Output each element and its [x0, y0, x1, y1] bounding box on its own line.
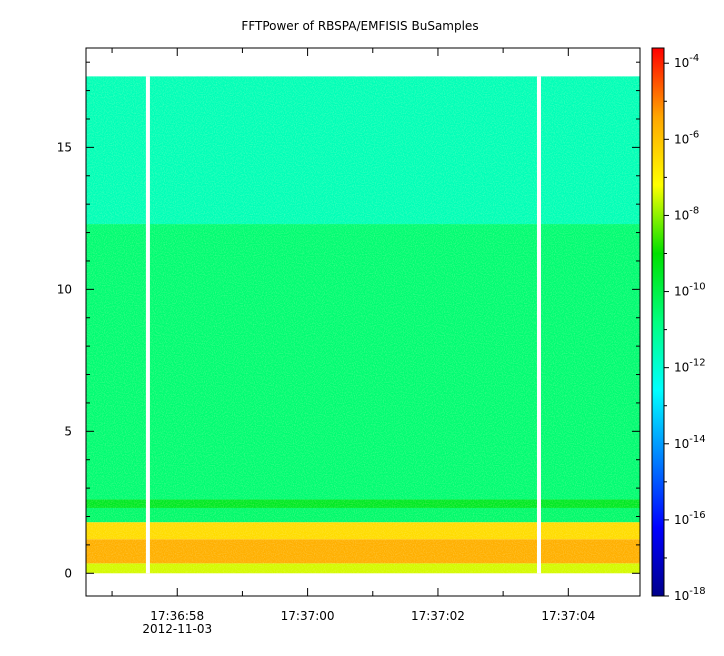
y-tick-label: 15 — [57, 140, 72, 154]
colorbar-axis: 10-4 10-6 10-8 10-10 10-12 10-14 10-16 10-18 — [664, 53, 706, 603]
colorbar-tick-label: 10-14 — [674, 434, 706, 451]
speckle-texture — [86, 76, 640, 574]
chart-title: FFTPower of RBSPA/EMFISIS BuSamples — [241, 19, 478, 33]
data-gaps — [145, 76, 541, 574]
colorbar-tick-label: 10-16 — [674, 510, 706, 527]
plot-frame — [85, 47, 641, 597]
colorbar-tick-label: 10-10 — [674, 282, 706, 299]
data-gap — [536, 76, 541, 574]
x-tick-label: 17:37:04 — [541, 609, 595, 623]
y-tick-label: 5 — [64, 424, 72, 438]
x-tick-label: 17:37:02 — [411, 609, 465, 623]
x-tick-label: 17:37:00 — [281, 609, 335, 623]
colorbar — [651, 47, 665, 597]
colorbar-tick-label: 10-6 — [674, 129, 699, 146]
colorbar-tick-label: 10-12 — [674, 358, 706, 375]
colorbar-tick-label: 10-8 — [674, 205, 699, 222]
y-tick-label: 10 — [57, 282, 72, 296]
data-gap — [145, 76, 150, 574]
y-axis: 0 5 10 15 — [57, 61, 640, 580]
y-tick-label: 0 — [64, 566, 72, 580]
colorbar-tick-label: 10-4 — [674, 53, 699, 70]
spectrogram-speckle — [86, 76, 640, 574]
x-tick-label: 17:36:58 — [150, 609, 204, 623]
colorbar-tick-label: 10-18 — [674, 586, 706, 603]
x-tick-date-label: 2012-11-03 — [142, 622, 212, 636]
